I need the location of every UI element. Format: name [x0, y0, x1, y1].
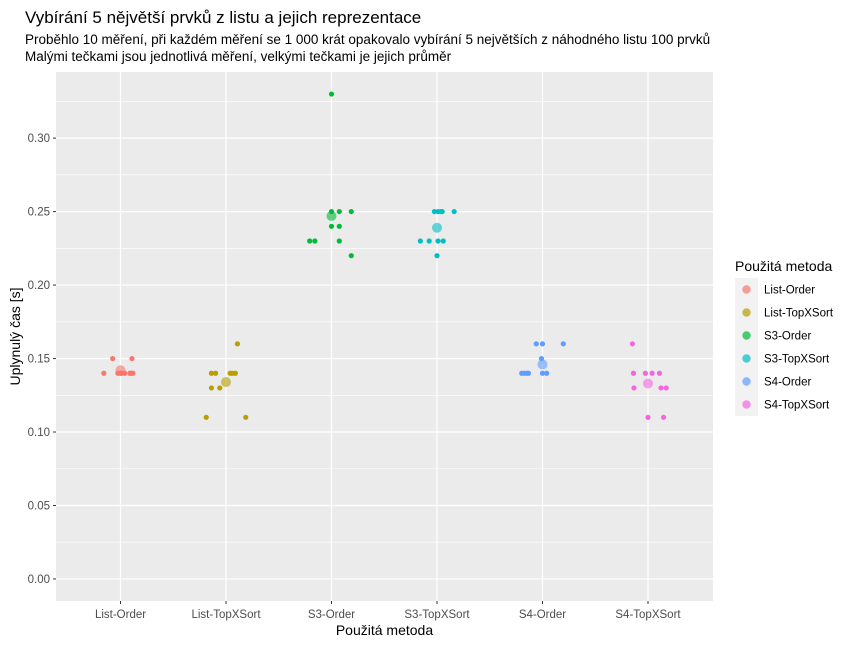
measurement-point	[203, 414, 209, 420]
mean-point	[643, 378, 653, 389]
measurement-point	[435, 238, 441, 244]
measurement-point	[649, 370, 655, 376]
legend-label: S3-TopXSort	[764, 354, 830, 366]
measurement-point	[630, 370, 637, 376]
measurement-point	[439, 208, 445, 215]
chart-title: Vybírání 5 nějvětší prvků z listu a jeji…	[25, 8, 421, 27]
measurement-point	[440, 238, 446, 244]
legend-label: S3-Order	[764, 331, 811, 343]
x-tick-label: S3-Order	[308, 609, 355, 621]
legend-key-point	[742, 285, 751, 294]
measurement-point	[129, 355, 135, 362]
measurement-point	[631, 385, 637, 391]
measurement-point	[431, 208, 437, 215]
x-tick-label: S4-TopXSort	[615, 609, 681, 621]
y-tick-label: 0.30	[28, 133, 50, 145]
measurement-point	[348, 253, 354, 259]
legend: Použitá metoda List-Order List-TopXSort S3…	[735, 258, 834, 416]
legend-key-point	[742, 308, 751, 317]
measurement-point	[434, 253, 440, 259]
legend-key-point	[742, 331, 751, 340]
measurement-point	[312, 238, 318, 244]
measurement-point	[110, 355, 116, 362]
y-tick-label: 0.25	[28, 207, 50, 219]
x-axis-title: Použitá metoda	[336, 622, 433, 638]
mean-point	[432, 222, 442, 233]
y-tick-label: 0.15	[28, 354, 50, 366]
measurement-point	[426, 238, 432, 244]
x-tick-label: List-TopXSort	[191, 609, 261, 621]
measurement-point	[336, 223, 342, 229]
measurement-point	[658, 385, 664, 391]
measurement-point	[234, 341, 241, 347]
measurement-point	[336, 208, 342, 215]
legend-label: S4-Order	[764, 377, 811, 389]
legend-key-point	[742, 354, 751, 363]
measurement-point	[533, 341, 539, 347]
measurement-point	[307, 238, 313, 244]
measurement-point	[208, 370, 215, 376]
measurement-point	[232, 370, 238, 376]
measurement-point	[328, 223, 335, 229]
mean-point	[115, 365, 126, 376]
mean-point	[537, 359, 548, 370]
legend-key-point	[742, 400, 751, 409]
axis-ticks: 0.00 0.05 0.10 0.15 0.20 0.25 0.30 List-Order Li…	[28, 133, 682, 621]
chart-subtitle-line-1: Proběhlo 10 měření, při každém měření se…	[25, 32, 710, 47]
legend-title: Použitá metoda	[735, 258, 832, 274]
measurement-point	[348, 208, 354, 215]
legend-label: List-TopXSort	[764, 308, 834, 320]
y-tick-label: 0.10	[28, 427, 50, 439]
measurement-point	[661, 414, 667, 420]
legend-key-point	[742, 377, 751, 386]
chart-subtitle-line-2: Malými tečkami jsou jednotlivá měření, v…	[25, 49, 452, 64]
x-tick-label: S4-Order	[519, 609, 566, 621]
measurement-point	[629, 341, 636, 347]
y-tick-label: 0.05	[28, 500, 50, 512]
measurement-point	[525, 370, 532, 376]
mean-point	[221, 377, 231, 388]
measurement-point	[328, 91, 335, 97]
data-points	[101, 91, 669, 420]
measurement-point	[130, 370, 136, 376]
measurement-point	[642, 370, 649, 376]
mean-point	[326, 211, 337, 222]
legend-label: S4-TopXSort	[764, 400, 830, 412]
y-axis-title: Uplynulý čas [s]	[7, 287, 23, 385]
measurement-point	[645, 414, 651, 420]
plot-panel	[56, 72, 713, 601]
measurement-point	[336, 238, 342, 244]
measurement-point	[417, 238, 423, 244]
measurement-point	[663, 385, 669, 391]
measurement-point	[208, 385, 215, 391]
measurement-point	[656, 370, 663, 376]
y-tick-label: 0.00	[28, 574, 50, 586]
x-tick-label: S3-TopXSort	[404, 609, 470, 621]
measurement-point	[213, 370, 219, 376]
measurement-point	[217, 385, 223, 391]
measurement-point	[539, 370, 546, 376]
grid-lines	[56, 72, 713, 601]
measurement-point	[101, 370, 107, 376]
measurement-point	[544, 370, 550, 376]
measurement-point	[243, 414, 249, 420]
legend-label: List-Order	[764, 285, 815, 297]
measurement-point	[560, 341, 566, 347]
x-tick-label: List-Order	[95, 609, 146, 621]
y-tick-label: 0.20	[28, 280, 50, 292]
measurement-point	[539, 341, 546, 347]
measurement-point	[451, 208, 457, 215]
